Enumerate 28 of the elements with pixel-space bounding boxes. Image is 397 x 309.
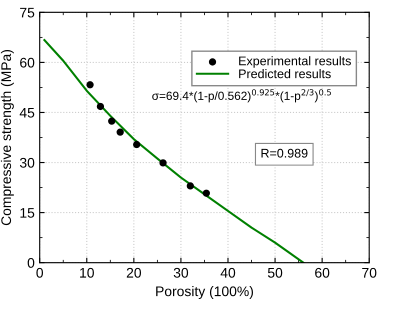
y-tick-label: 0 xyxy=(28,258,34,268)
y-tick-label: 75 xyxy=(20,8,34,18)
x-tick-label: 0 xyxy=(36,268,44,278)
x-tick-label: 60 xyxy=(315,268,330,278)
legend-label: Experimental results xyxy=(239,56,351,68)
point xyxy=(133,140,140,148)
y-tick-label: 45 xyxy=(20,108,34,118)
y-axis-title: Compressive strength (MPa) xyxy=(0,50,14,226)
point xyxy=(86,81,94,88)
annotation: R=0.989 xyxy=(261,148,308,158)
point xyxy=(159,159,167,167)
x-tick-label: 40 xyxy=(220,268,236,278)
x-axis-title: Porosity (100%) xyxy=(156,286,253,299)
x-tick-label: 10 xyxy=(80,268,94,278)
y-tick-label: 30 xyxy=(20,158,34,168)
legend-label: Predicted results xyxy=(239,69,331,78)
y-tick-label: 15 xyxy=(20,208,34,218)
point xyxy=(108,118,116,125)
point xyxy=(96,102,104,110)
x-tick-label: 70 xyxy=(362,268,376,278)
x-tick-label: 50 xyxy=(268,268,282,278)
point xyxy=(202,190,210,197)
annotation: σ=69.4*(1-p/0.562)$^{0.925}$*(1-p$^{2/3}$)$^{0.5}$ xyxy=(152,89,331,102)
x-tick-label: 20 xyxy=(126,268,142,278)
x-tick-label: 30 xyxy=(174,268,188,278)
y-tick-label: 60 xyxy=(20,58,34,68)
point xyxy=(116,128,124,136)
point xyxy=(186,182,194,190)
